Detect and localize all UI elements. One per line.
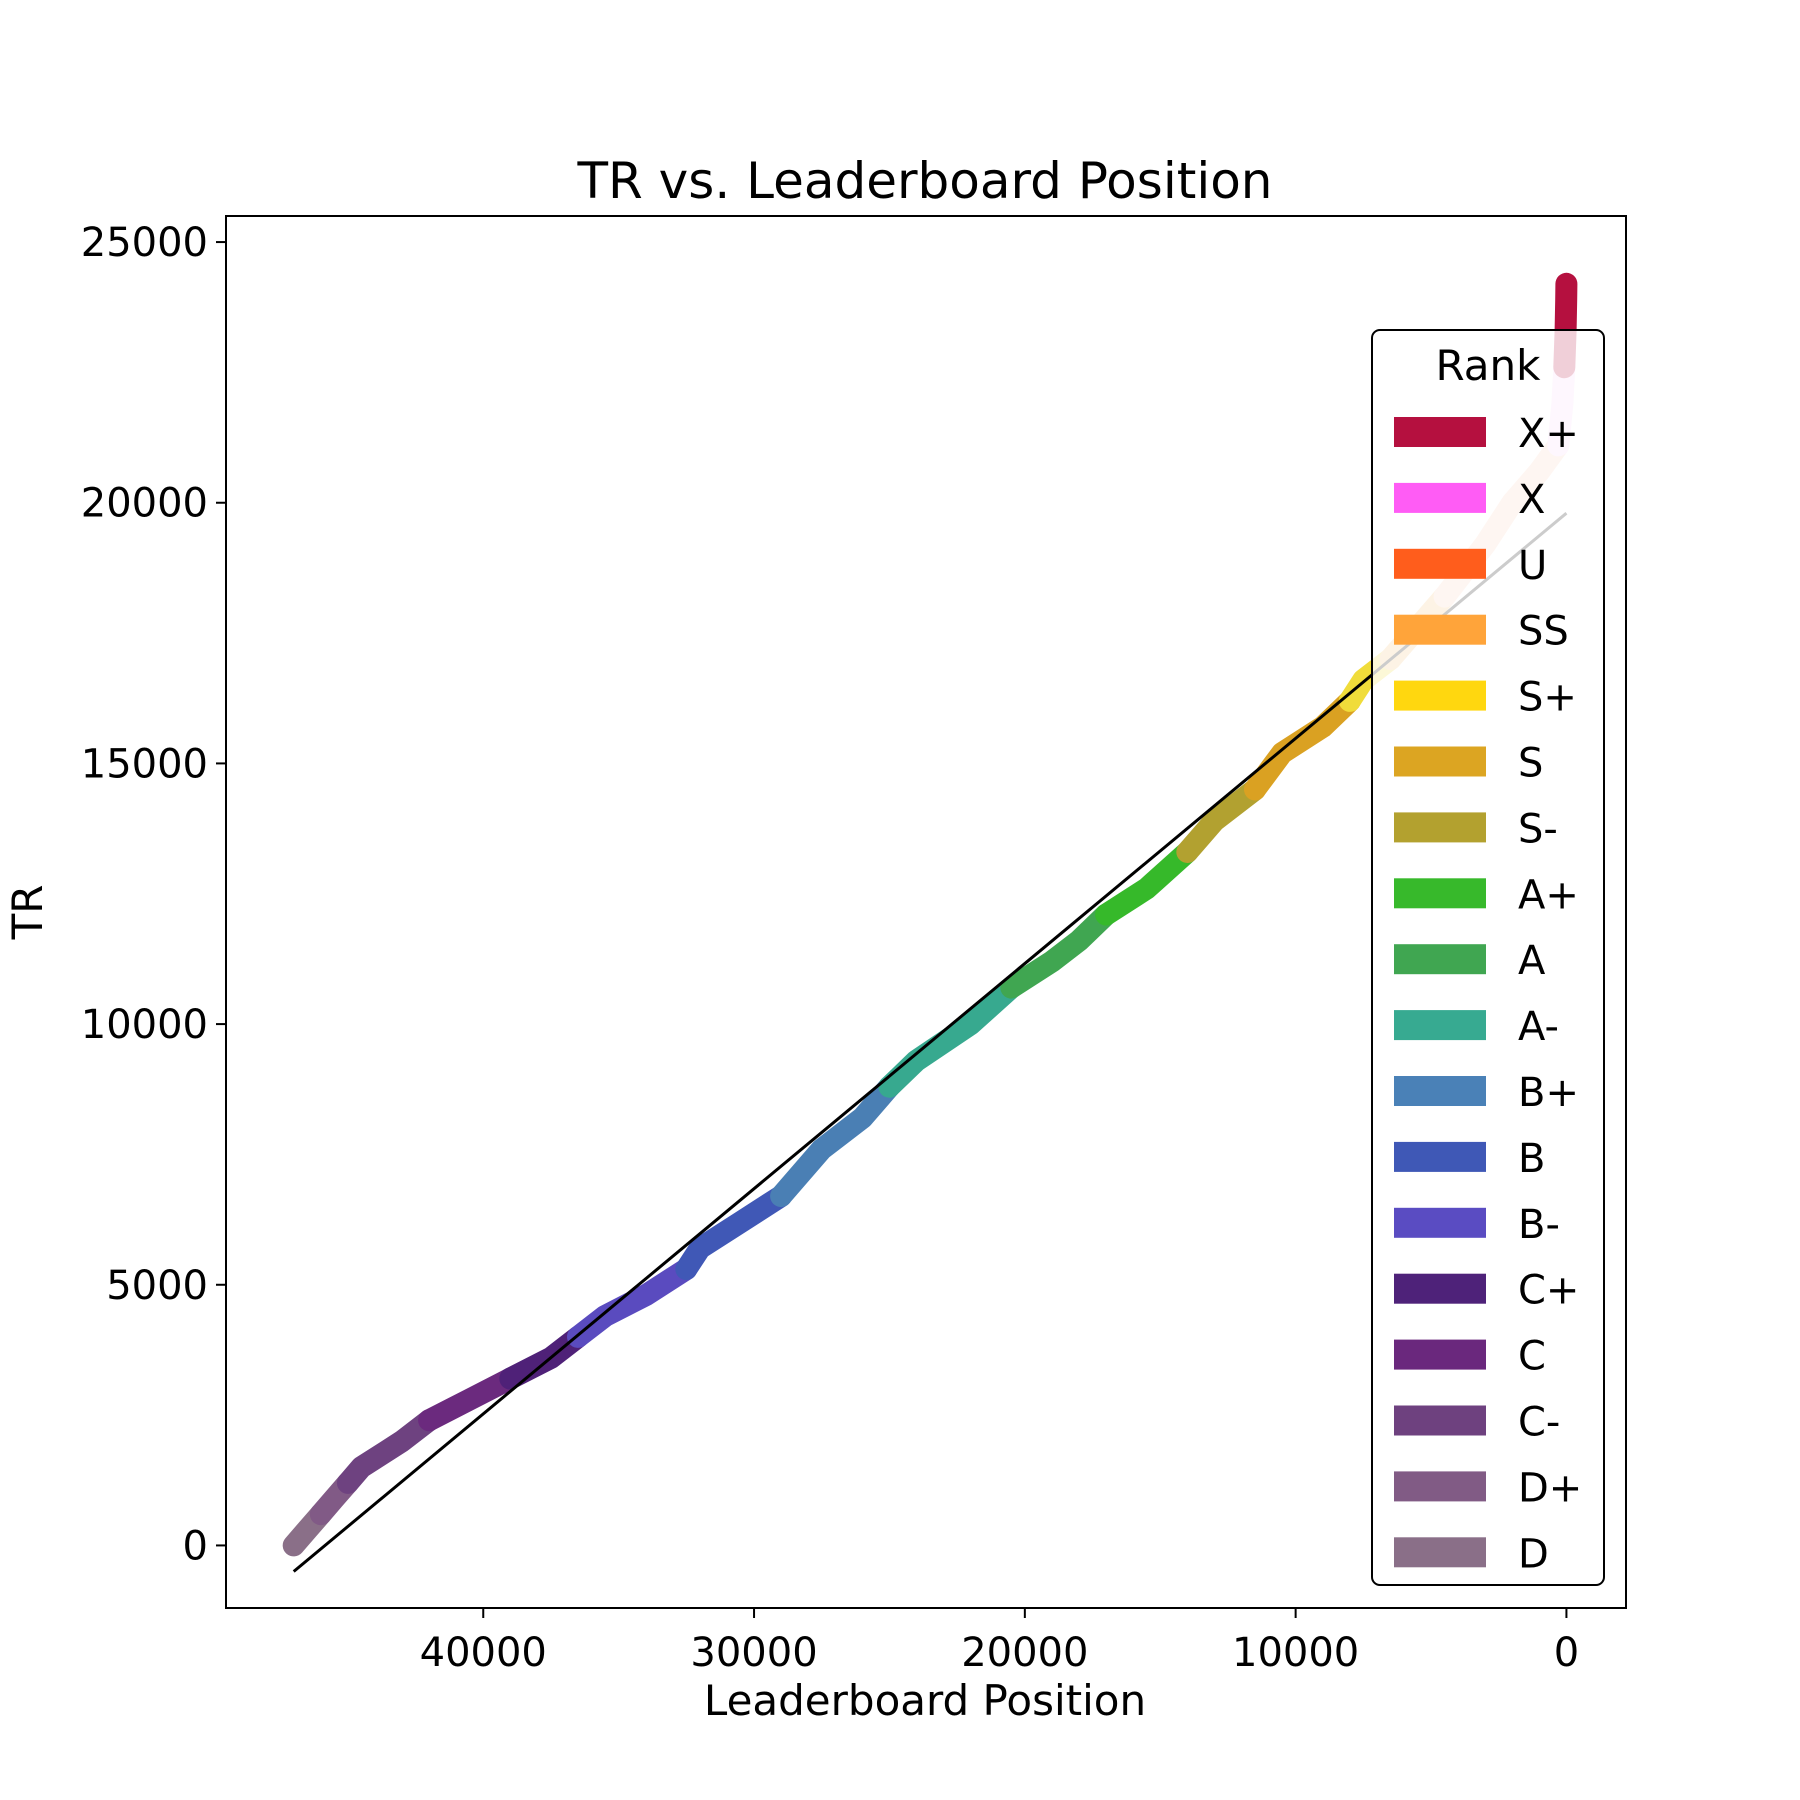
legend-swatch-B <box>1394 1141 1486 1172</box>
legend-swatch-D+ <box>1394 1471 1486 1502</box>
series-line-B- <box>567 1258 698 1348</box>
x-tick-label: 0 <box>1554 1630 1579 1676</box>
y-tick-label: 0 <box>183 1523 208 1569</box>
legend-label-C+: C+ <box>1518 1268 1579 1314</box>
series-line-A- <box>878 976 1023 1098</box>
chart-title: TR vs. Leaderboard Position <box>577 152 1273 210</box>
y-tick-label: 25000 <box>81 220 208 266</box>
legend-swatch-B+ <box>1394 1076 1486 1106</box>
legend-swatch-B- <box>1394 1207 1486 1238</box>
legend: Rank X+ XU SS S+ S S- A+ A A- B+ B B- C+ C C- D+ D <box>1371 329 1605 1586</box>
legend-swatch-A <box>1394 944 1486 975</box>
series-line-A+ <box>1095 841 1199 926</box>
legend-swatch-X <box>1394 482 1486 513</box>
series-line-B <box>675 1185 793 1281</box>
legend-swatch-A- <box>1394 1010 1486 1041</box>
legend-swatch-U <box>1394 548 1486 579</box>
series-line-C- <box>336 1409 441 1494</box>
legend-label-D: D <box>1518 1531 1549 1577</box>
y-axis-label: TR <box>3 885 52 941</box>
legend-label-B-: B- <box>1518 1202 1560 1248</box>
legend-label-B: B <box>1518 1136 1545 1182</box>
legend-swatch-C- <box>1394 1405 1486 1436</box>
y-tick-label: 10000 <box>81 1002 208 1048</box>
legend-label-S-: S- <box>1518 806 1558 852</box>
legend-label-X: X <box>1518 477 1545 523</box>
series-line-C <box>418 1367 522 1432</box>
legend-label-U: U <box>1518 543 1547 589</box>
legend-swatch-C+ <box>1394 1273 1486 1304</box>
legend-label-X+: X+ <box>1518 411 1579 457</box>
legend-swatch-C <box>1394 1339 1486 1370</box>
legend-swatch-SS <box>1394 614 1486 645</box>
legend-label-A+: A+ <box>1518 872 1579 918</box>
legend-label-D+: D+ <box>1518 1465 1582 1511</box>
series-line-S- <box>1176 778 1266 863</box>
x-tick-label: 40000 <box>420 1630 547 1676</box>
legend-label-S: S <box>1518 741 1543 787</box>
legend-swatch-D <box>1394 1537 1486 1568</box>
legend-swatch-S <box>1394 746 1486 777</box>
y-axis-ticks: 0 5000 10000 15000 20000 25000 <box>81 220 226 1569</box>
legend-label-SS: SS <box>1518 609 1569 655</box>
legend-swatch-S+ <box>1394 680 1486 711</box>
legend-title: Rank <box>1436 341 1542 390</box>
x-axis-label: Leaderboard Position <box>704 1676 1146 1725</box>
legend-swatch-A+ <box>1394 878 1486 909</box>
legend-label-C: C <box>1518 1334 1546 1380</box>
legend-items: X+ XU SS S+ S S- A+ A A- B+ B B- C+ C C- D+ D <box>1394 411 1582 1577</box>
series-line-B+ <box>770 1075 901 1208</box>
x-axis-ticks: 40000 30000 20000 10000 0 <box>420 1608 1579 1676</box>
y-tick-label: 15000 <box>81 741 208 787</box>
y-tick-label: 20000 <box>81 481 208 527</box>
legend-label-S+: S+ <box>1518 675 1577 721</box>
trendline-layer <box>292 512 1568 1573</box>
legend-label-B+: B+ <box>1518 1070 1579 1116</box>
trend-line <box>292 512 1568 1573</box>
x-tick-label: 30000 <box>690 1630 817 1676</box>
series-line-A <box>1000 903 1118 999</box>
legend-swatch-X+ <box>1394 417 1486 447</box>
legend-label-C-: C- <box>1518 1400 1560 1446</box>
y-tick-label: 5000 <box>106 1263 208 1309</box>
x-tick-label: 20000 <box>961 1630 1088 1676</box>
plot-frame <box>225 215 1627 1609</box>
legend-label-A-: A- <box>1518 1004 1559 1050</box>
series-line-S <box>1244 689 1361 801</box>
legend-label-A: A <box>1518 938 1546 984</box>
x-tick-label: 10000 <box>1232 1630 1359 1676</box>
legend-swatch-S- <box>1394 812 1486 843</box>
